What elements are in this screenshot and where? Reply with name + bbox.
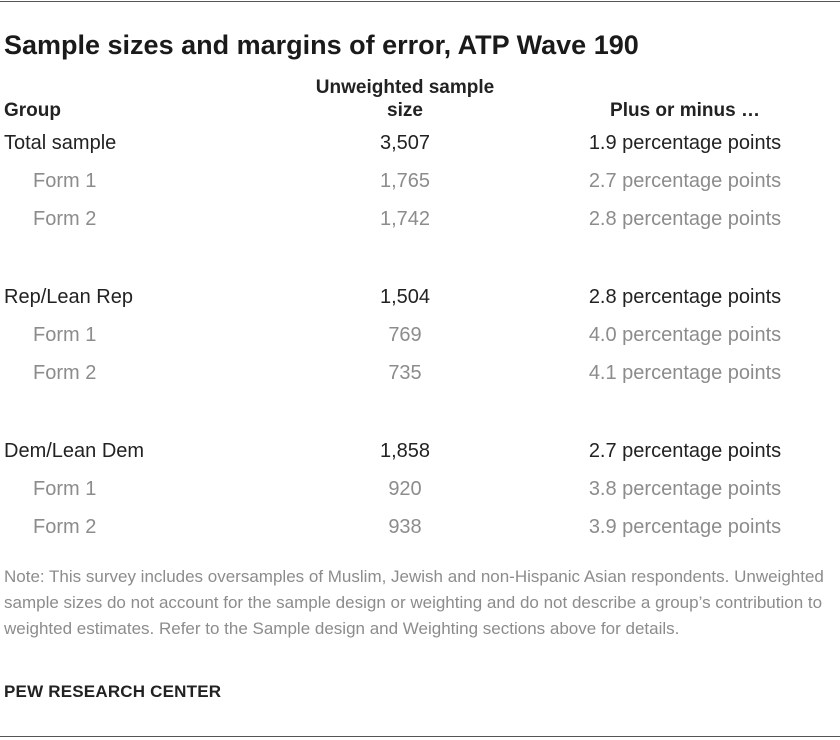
page-title: Sample sizes and margins of error, ATP W… <box>4 30 639 60</box>
table-row: Form 1 920 3.8 percentage points <box>0 474 840 504</box>
row-group-label: Form 1 <box>33 324 97 346</box>
table-row: Form 1 1,765 2.7 percentage points <box>0 166 840 196</box>
table-row: Total sample 3,507 1.9 percentage points <box>0 128 840 158</box>
row-sample-size: 920 <box>388 478 422 500</box>
table-row: Form 1 769 4.0 percentage points <box>0 320 840 350</box>
table-row: Form 2 735 4.1 percentage points <box>0 358 840 388</box>
row-sample-size: 1,765 <box>379 170 431 192</box>
row-sample-size: 769 <box>388 324 422 346</box>
row-margin-of-error: 2.7 percentage points <box>588 170 782 192</box>
row-margin-of-error: 2.7 percentage points <box>588 440 782 462</box>
table-row: Form 2 938 3.9 percentage points <box>0 512 840 542</box>
source-credit: PEW RESEARCH CENTER <box>4 682 222 701</box>
row-margin-of-error: 1.9 percentage points <box>588 132 782 154</box>
table-row: Dem/Lean Dem 1,858 2.7 percentage points <box>0 436 840 466</box>
table-row: Rep/Lean Rep 1,504 2.8 percentage points <box>0 282 840 312</box>
row-group-label: Form 2 <box>33 208 97 230</box>
row-group-label: Form 1 <box>33 170 97 192</box>
row-group-label: Form 2 <box>33 362 97 384</box>
row-margin-of-error: 2.8 percentage points <box>588 286 782 308</box>
row-sample-size: 1,742 <box>379 208 431 230</box>
row-sample-size: 1,858 <box>379 440 431 462</box>
row-sample-size: 938 <box>388 516 422 538</box>
row-group-label: Dem/Lean Dem <box>4 440 145 462</box>
table-note: Note: This survey includes oversamples o… <box>4 567 824 638</box>
column-header-margin-of-error: Plus or minus … <box>610 100 760 121</box>
row-sample-size: 1,504 <box>379 286 431 308</box>
row-margin-of-error: 4.1 percentage points <box>588 362 782 384</box>
row-group-label: Form 2 <box>33 516 97 538</box>
table-row: Form 2 1,742 2.8 percentage points <box>0 204 840 234</box>
row-group-label: Rep/Lean Rep <box>4 286 133 308</box>
row-sample-size: 735 <box>388 362 422 384</box>
row-margin-of-error: 3.8 percentage points <box>588 478 782 500</box>
column-header-sample-size: Unweighted sample size <box>315 77 495 121</box>
row-margin-of-error: 4.0 percentage points <box>588 324 782 346</box>
row-margin-of-error: 3.9 percentage points <box>588 516 782 538</box>
column-header-group: Group <box>4 100 61 121</box>
row-group-label: Form 1 <box>33 478 97 500</box>
row-group-label: Total sample <box>4 132 117 154</box>
row-sample-size: 3,507 <box>379 132 431 154</box>
row-margin-of-error: 2.8 percentage points <box>588 208 782 230</box>
bottom-rule <box>0 736 840 737</box>
top-rule <box>0 1 840 2</box>
